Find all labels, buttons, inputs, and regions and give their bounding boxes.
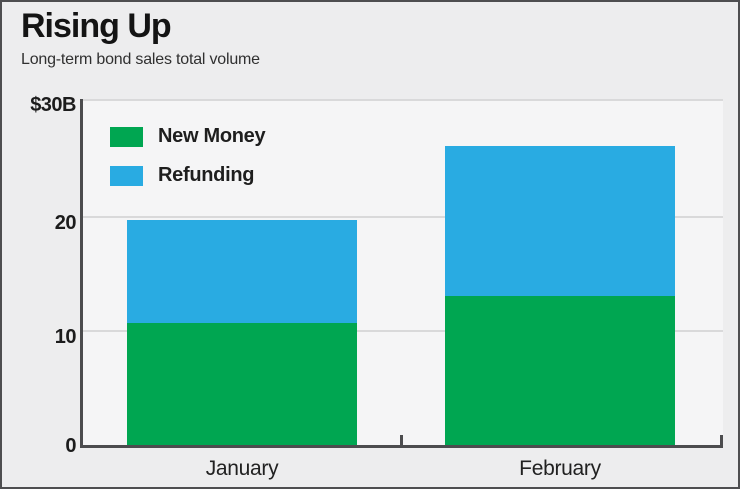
bar-february-new-money-segment xyxy=(445,296,675,445)
y-axis-tick-label-0: 0 xyxy=(65,435,76,457)
refunding-swatch-icon xyxy=(110,165,143,186)
y-axis-tick-label-20: 20 xyxy=(54,212,77,234)
gridline-20 xyxy=(83,216,723,218)
chart-subtitle: Long-term bond sales total volume xyxy=(21,51,260,68)
legend-label-new-money: New Money xyxy=(158,125,266,147)
gridline-30 xyxy=(83,99,723,101)
bar-january xyxy=(127,220,357,445)
bar-january-new-money-segment xyxy=(127,323,357,445)
x-axis-tick-middle xyxy=(400,435,403,445)
chart-legend: New Money Refunding xyxy=(110,125,266,203)
x-axis-label-january: January xyxy=(205,457,279,480)
gridline-10 xyxy=(83,330,723,332)
x-axis-tick-right xyxy=(720,435,723,445)
plot-area: New Money Refunding xyxy=(80,99,723,448)
bar-february xyxy=(445,146,675,445)
y-axis-tick-label-10: 10 xyxy=(54,326,77,348)
legend-label-refunding: Refunding xyxy=(158,164,255,186)
legend-item-new-money: New Money xyxy=(110,125,266,148)
new-money-swatch-icon xyxy=(110,126,143,147)
x-axis-label-february: February xyxy=(519,457,601,480)
chart-title: Rising Up xyxy=(21,7,172,45)
bar-february-refunding-segment xyxy=(445,146,675,296)
bar-january-refunding-segment xyxy=(127,220,357,323)
y-axis-tick-label-30: $30B xyxy=(30,94,76,116)
legend-item-refunding: Refunding xyxy=(110,164,265,187)
